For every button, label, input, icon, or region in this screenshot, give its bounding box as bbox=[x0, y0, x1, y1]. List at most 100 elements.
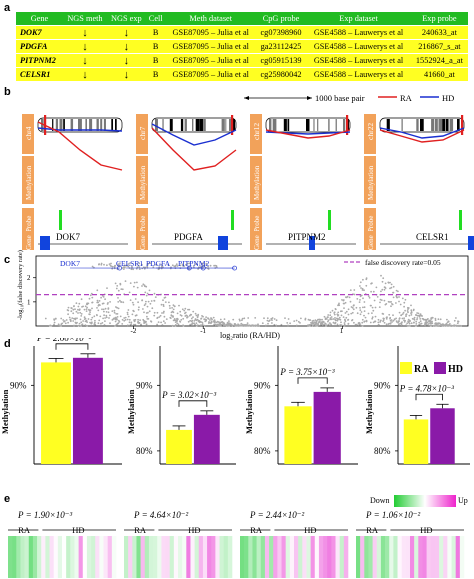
heatmap-cell bbox=[455, 536, 461, 578]
heatmap-cell bbox=[294, 536, 299, 578]
volcano-point bbox=[104, 320, 106, 322]
heatmap-cell bbox=[273, 536, 278, 578]
volcano-point bbox=[205, 316, 208, 318]
volcano-point bbox=[101, 302, 104, 305]
group-label-hd: HD bbox=[420, 525, 432, 535]
volcano-point bbox=[117, 263, 120, 265]
chromosome-band bbox=[328, 119, 330, 131]
volcano-point bbox=[158, 266, 161, 269]
volcano-point bbox=[128, 318, 131, 321]
heatmap-cell bbox=[103, 536, 108, 578]
volcano-point bbox=[351, 306, 354, 309]
volcano-point bbox=[360, 311, 363, 313]
volcano-point bbox=[273, 323, 276, 326]
table-cell-meth: ↓ bbox=[62, 67, 107, 81]
volcano-point bbox=[113, 317, 116, 320]
chromosome-band bbox=[52, 119, 54, 131]
volcano-point bbox=[222, 322, 225, 325]
volcano-point bbox=[457, 320, 460, 323]
volcano-point bbox=[280, 323, 283, 326]
heatmap-legend-down: Down bbox=[370, 496, 390, 505]
volcano-point bbox=[247, 317, 250, 319]
table-row: DOK7 ↓ ↓ B GSE87095 – Julia et al cg07398960 G… bbox=[16, 25, 468, 40]
volcano-point bbox=[168, 304, 171, 307]
volcano-point bbox=[192, 316, 194, 318]
volcano-point bbox=[287, 324, 289, 327]
table-cell-exp-probe: 1552924_a_at bbox=[410, 53, 468, 68]
gene-label: Gene bbox=[25, 235, 33, 250]
volcano-point bbox=[380, 299, 383, 301]
volcano-point bbox=[365, 278, 368, 281]
table-cell-cell: B bbox=[145, 25, 166, 40]
volcano-point bbox=[117, 322, 120, 325]
heatmap-cell bbox=[124, 536, 129, 578]
volcano-point bbox=[418, 314, 420, 317]
volcano-point bbox=[323, 323, 326, 326]
volcano-point bbox=[389, 287, 391, 290]
volcano-point bbox=[275, 319, 278, 322]
methylation-label-bg bbox=[250, 156, 262, 204]
volcano-point bbox=[371, 306, 374, 309]
methylation-label: Methylation bbox=[25, 165, 33, 200]
volcano-point bbox=[109, 301, 111, 303]
volcano-point bbox=[455, 324, 458, 327]
volcano-point bbox=[65, 319, 68, 321]
volcano-point bbox=[371, 316, 374, 319]
volcano-point bbox=[447, 320, 450, 323]
volcano-point bbox=[144, 303, 147, 305]
volcano-point bbox=[179, 310, 182, 313]
heatmap-cell bbox=[376, 536, 382, 578]
chromosome-band bbox=[420, 119, 424, 131]
volcano-point bbox=[376, 296, 379, 298]
volcano-point bbox=[86, 324, 88, 327]
chromosome-band bbox=[155, 119, 158, 131]
volcano-point bbox=[117, 307, 120, 310]
probe-label-bg bbox=[22, 208, 34, 238]
volcano-point bbox=[380, 290, 382, 293]
volcano-point bbox=[200, 317, 203, 320]
volcano-point bbox=[197, 313, 200, 316]
table-cell-cell: B bbox=[145, 53, 166, 68]
volcano-point bbox=[403, 305, 405, 308]
volcano-point bbox=[383, 299, 386, 302]
volcano-point bbox=[96, 307, 98, 309]
volcano-point bbox=[243, 317, 246, 320]
volcano-point bbox=[331, 309, 334, 312]
heatmap-cell bbox=[32, 536, 38, 578]
volcano-point bbox=[69, 318, 72, 321]
chromosome-band bbox=[229, 119, 232, 131]
volcano-point bbox=[91, 301, 93, 304]
volcano-point bbox=[123, 264, 126, 267]
volcano-point bbox=[404, 298, 407, 301]
volcano-point bbox=[311, 320, 314, 322]
volcano-point bbox=[89, 313, 91, 316]
volcano-point bbox=[174, 324, 177, 326]
volcano-point bbox=[361, 318, 364, 321]
volcano-point bbox=[149, 302, 152, 305]
volcano-point bbox=[407, 311, 409, 314]
volcano-point bbox=[289, 322, 291, 325]
volcano-point bbox=[428, 319, 431, 322]
volcano-point bbox=[101, 308, 103, 311]
heatmap-cell bbox=[327, 536, 332, 578]
volcano-point bbox=[49, 324, 52, 327]
volcano-point bbox=[160, 263, 163, 266]
volcano-point bbox=[106, 303, 109, 305]
panel-letter-c: c bbox=[4, 254, 11, 266]
table-row: PDGFA ↓ ↓ B GSE87095 – Julia et al ga23112425… bbox=[16, 39, 468, 54]
volcano-point bbox=[187, 308, 189, 311]
volcano-point bbox=[266, 319, 269, 322]
heatmap-cell bbox=[194, 536, 200, 578]
volcano-point bbox=[169, 316, 172, 319]
volcano-point bbox=[73, 305, 75, 308]
volcano-point bbox=[286, 322, 289, 324]
volcano-point bbox=[130, 321, 133, 324]
heatmap-cell bbox=[289, 536, 295, 578]
volcano-point bbox=[172, 308, 175, 311]
volcano-point bbox=[123, 317, 126, 319]
volcano-point bbox=[216, 324, 219, 326]
fdr-legend-label: false discovery rate=0.05 bbox=[365, 258, 441, 267]
volcano-point bbox=[367, 312, 370, 315]
volcano-point bbox=[79, 311, 82, 314]
chromosome-band bbox=[55, 119, 59, 131]
